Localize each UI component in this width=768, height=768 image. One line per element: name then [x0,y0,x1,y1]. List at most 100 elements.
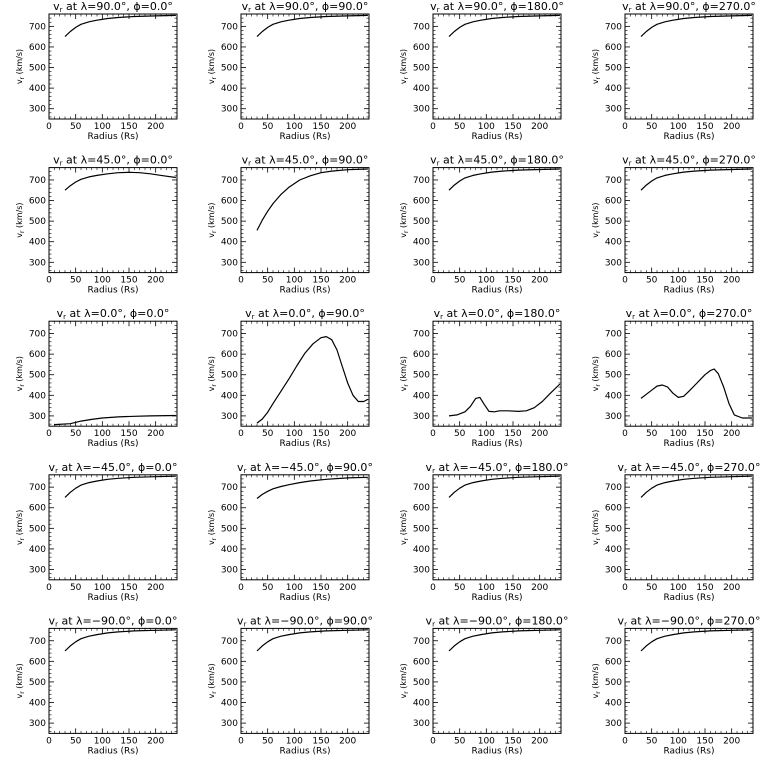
y-axis-label: vr (km/s) [591,49,602,84]
series-line [64,629,176,652]
y-tick-label: 300 [413,412,430,422]
y-tick-label: 400 [413,545,430,555]
y-axis-label: vr (km/s) [15,356,26,391]
x-tick-label: 0 [46,429,52,439]
y-tick-label: 400 [413,391,430,401]
chart-panel-4: vr at λ=90.0°, ϕ=270.0° 0 50 100 150 200 300 40… [591,0,756,142]
series-line [640,14,752,38]
x-tick-label: 150 [696,736,713,746]
x-tick-label: 200 [723,276,740,286]
x-tick-label: 100 [94,736,111,746]
y-tick-label: 400 [413,238,430,248]
plot-frame [432,474,562,581]
plot-frame [240,627,370,734]
series-line [256,336,369,424]
x-tick-label: 200 [339,276,356,286]
y-axis-label: vr (km/s) [207,49,218,84]
y-axis-label: vr (km/s) [591,202,602,237]
y-tick-label: 500 [29,64,46,74]
y-tick-label: 500 [413,524,430,534]
x-tick-label: 200 [339,736,356,746]
y-tick-label: 400 [605,391,622,401]
series-line [640,475,752,498]
x-tick-label: 50 [70,122,82,132]
chart-panel-8: vr at λ=45.0°, ϕ=270.0° 0 50 100 150 200 300 40… [591,154,756,296]
panel-title: vr at λ=45.0°, ϕ=270.0° [622,154,756,168]
panel-title: vr at λ=−45.0°, ϕ=0.0° [49,461,178,475]
x-axis-label: Radius (Rs) [279,132,330,142]
y-tick-label: 400 [413,84,430,94]
y-tick-label: 600 [29,657,46,667]
y-tick-label: 700 [413,483,430,493]
y-tick-label: 600 [605,197,622,207]
series-line [64,171,176,191]
x-axis-label: Radius (Rs) [663,746,714,756]
x-tick-label: 50 [262,276,274,286]
panel-title: vr at λ=45.0°, ϕ=90.0° [242,154,369,168]
y-tick-label: 400 [605,238,622,248]
series-line [54,414,176,426]
y-tick-label: 700 [221,637,238,647]
y-tick-label: 700 [413,637,430,647]
x-tick-label: 50 [646,429,658,439]
x-tick-label: 150 [312,583,329,593]
x-tick-label: 50 [454,276,466,286]
x-tick-label: 0 [622,276,628,286]
y-tick-label: 600 [605,350,622,360]
y-tick-label: 300 [413,566,430,576]
x-tick-label: 0 [622,122,628,132]
x-tick-label: 0 [46,276,52,286]
y-tick-label: 600 [413,350,430,360]
series-line [640,368,752,419]
y-axis-label: vr (km/s) [207,356,218,391]
x-tick-label: 50 [646,122,658,132]
y-tick-label: 700 [221,22,238,32]
panel-title: vr at λ=45.0°, ϕ=180.0° [430,154,564,168]
y-tick-label: 300 [605,258,622,268]
x-tick-label: 100 [478,583,495,593]
y-tick-label: 700 [413,176,430,186]
x-tick-label: 0 [430,276,436,286]
y-tick-label: 300 [413,719,430,729]
x-tick-label: 100 [286,429,303,439]
x-tick-label: 50 [262,736,274,746]
panel-title: vr at λ=90.0°, ϕ=270.0° [622,0,756,14]
y-tick-label: 700 [221,176,238,186]
y-tick-label: 400 [29,84,46,94]
x-tick-label: 200 [723,583,740,593]
y-tick-label: 400 [605,699,622,709]
y-tick-label: 700 [605,483,622,493]
x-axis-label: Radius (Rs) [471,286,522,296]
y-tick-label: 300 [221,412,238,422]
y-tick-label: 500 [413,678,430,688]
series-line [448,629,560,652]
x-tick-label: 50 [454,583,466,593]
y-tick-label: 500 [605,524,622,534]
series-line [448,383,561,417]
y-axis-label: vr (km/s) [207,510,218,545]
x-axis-label: Radius (Rs) [87,132,138,142]
x-tick-label: 100 [670,429,687,439]
y-tick-label: 400 [605,545,622,555]
y-tick-label: 300 [221,105,238,115]
series-line [256,168,368,231]
x-tick-label: 0 [430,583,436,593]
y-tick-label: 500 [605,678,622,688]
plot-frame [432,13,562,120]
panel-title: vr at λ=−90.0°, ϕ=180.0° [426,614,569,628]
plot-frame [624,320,754,427]
y-tick-label: 700 [605,176,622,186]
x-tick-label: 150 [120,122,137,132]
y-tick-label: 600 [605,657,622,667]
y-tick-label: 500 [221,524,238,534]
panel-title: vr at λ=45.0°, ϕ=0.0° [53,154,173,168]
series-line [640,629,752,652]
y-tick-label: 300 [29,566,46,576]
y-tick-label: 500 [413,371,430,381]
x-tick-label: 150 [696,429,713,439]
panel-title: vr at λ=0.0°, ϕ=90.0° [245,307,365,321]
x-tick-label: 150 [504,122,521,132]
x-tick-label: 200 [723,122,740,132]
series-line [64,14,176,38]
